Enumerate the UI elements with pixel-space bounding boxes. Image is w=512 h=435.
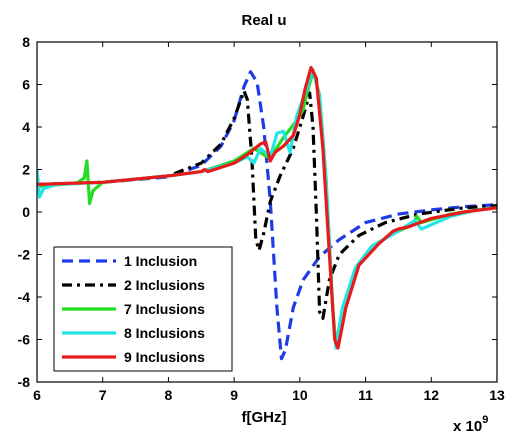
x-tick-label: 6 bbox=[33, 387, 41, 403]
x-tick-label: 13 bbox=[489, 387, 505, 403]
y-tick-label: 8 bbox=[22, 34, 30, 50]
legend-label-3: 7 Inclusions bbox=[124, 301, 205, 317]
x-tick-label: 7 bbox=[99, 387, 107, 403]
x-tick-label: 9 bbox=[230, 387, 238, 403]
series-line-2 bbox=[37, 89, 497, 320]
legend-label-1: 1 Inclusion bbox=[124, 253, 197, 269]
x-exponent-power: 9 bbox=[482, 414, 488, 426]
y-tick-label: 0 bbox=[22, 204, 30, 220]
x-tick-label: 8 bbox=[165, 387, 173, 403]
y-tick-label: -4 bbox=[18, 289, 31, 305]
x-axis-label: f[GHz] bbox=[242, 409, 287, 426]
y-tick-label: -2 bbox=[18, 247, 31, 263]
y-tick-label: 6 bbox=[22, 77, 30, 93]
legend-label-5: 9 Inclusions bbox=[124, 349, 205, 365]
chart-title: Real u bbox=[241, 12, 286, 29]
legend-label-2: 2 Inclusions bbox=[124, 277, 205, 293]
y-tick-label: -6 bbox=[18, 332, 31, 348]
y-tick-label: -8 bbox=[18, 374, 31, 390]
y-tick-label: 2 bbox=[22, 162, 30, 178]
x-exponent-label: x 109 bbox=[453, 414, 488, 435]
series-line-5 bbox=[37, 65, 497, 350]
y-tick-label: 4 bbox=[22, 119, 30, 135]
x-exponent-base: x 10 bbox=[453, 418, 482, 435]
legend: 1 Inclusion 2 Inclusions 7 Inclusions 8 Inc… bbox=[53, 246, 233, 372]
x-tick-label: 10 bbox=[292, 387, 308, 403]
x-tick-label: 11 bbox=[358, 387, 373, 403]
series-line-1 bbox=[37, 70, 497, 361]
legend-label-4: 8 Inclusions bbox=[124, 325, 205, 341]
x-tick-label: 12 bbox=[423, 387, 439, 403]
